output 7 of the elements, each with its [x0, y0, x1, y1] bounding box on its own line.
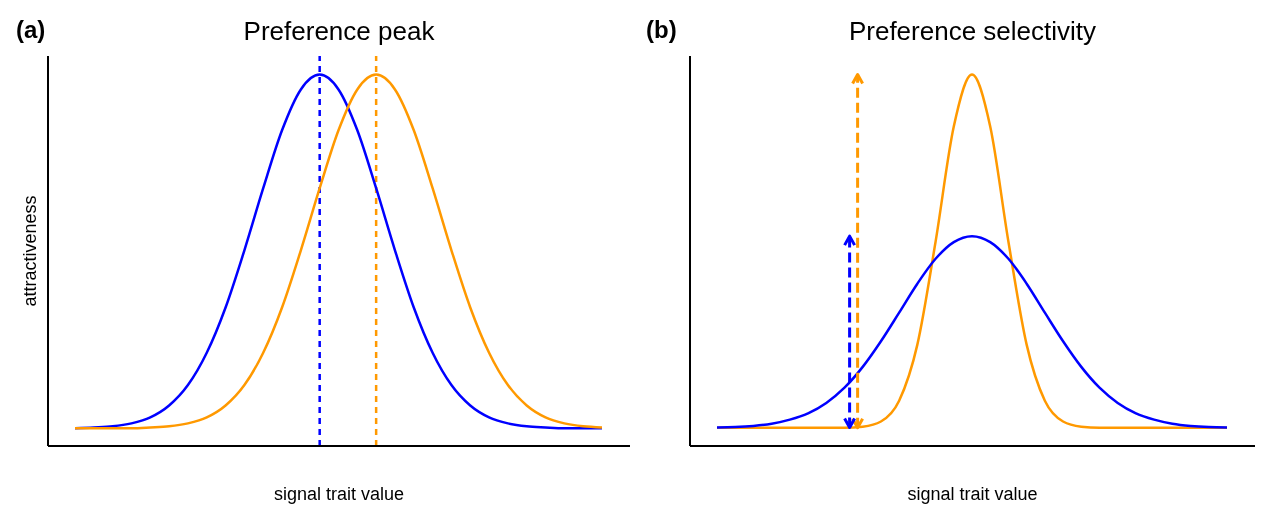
chart-subtitle: (b): [646, 16, 677, 44]
chart-title: Preference peak: [242, 16, 436, 47]
x-axis-title: signal trait value: [907, 484, 1038, 504]
x-axis-title: signal trait value: [273, 484, 405, 504]
chart-title: Preference selectivity: [847, 16, 1098, 47]
chart-subtitle: (a): [16, 16, 46, 44]
y-axis-title: attractiveness: [20, 195, 41, 307]
